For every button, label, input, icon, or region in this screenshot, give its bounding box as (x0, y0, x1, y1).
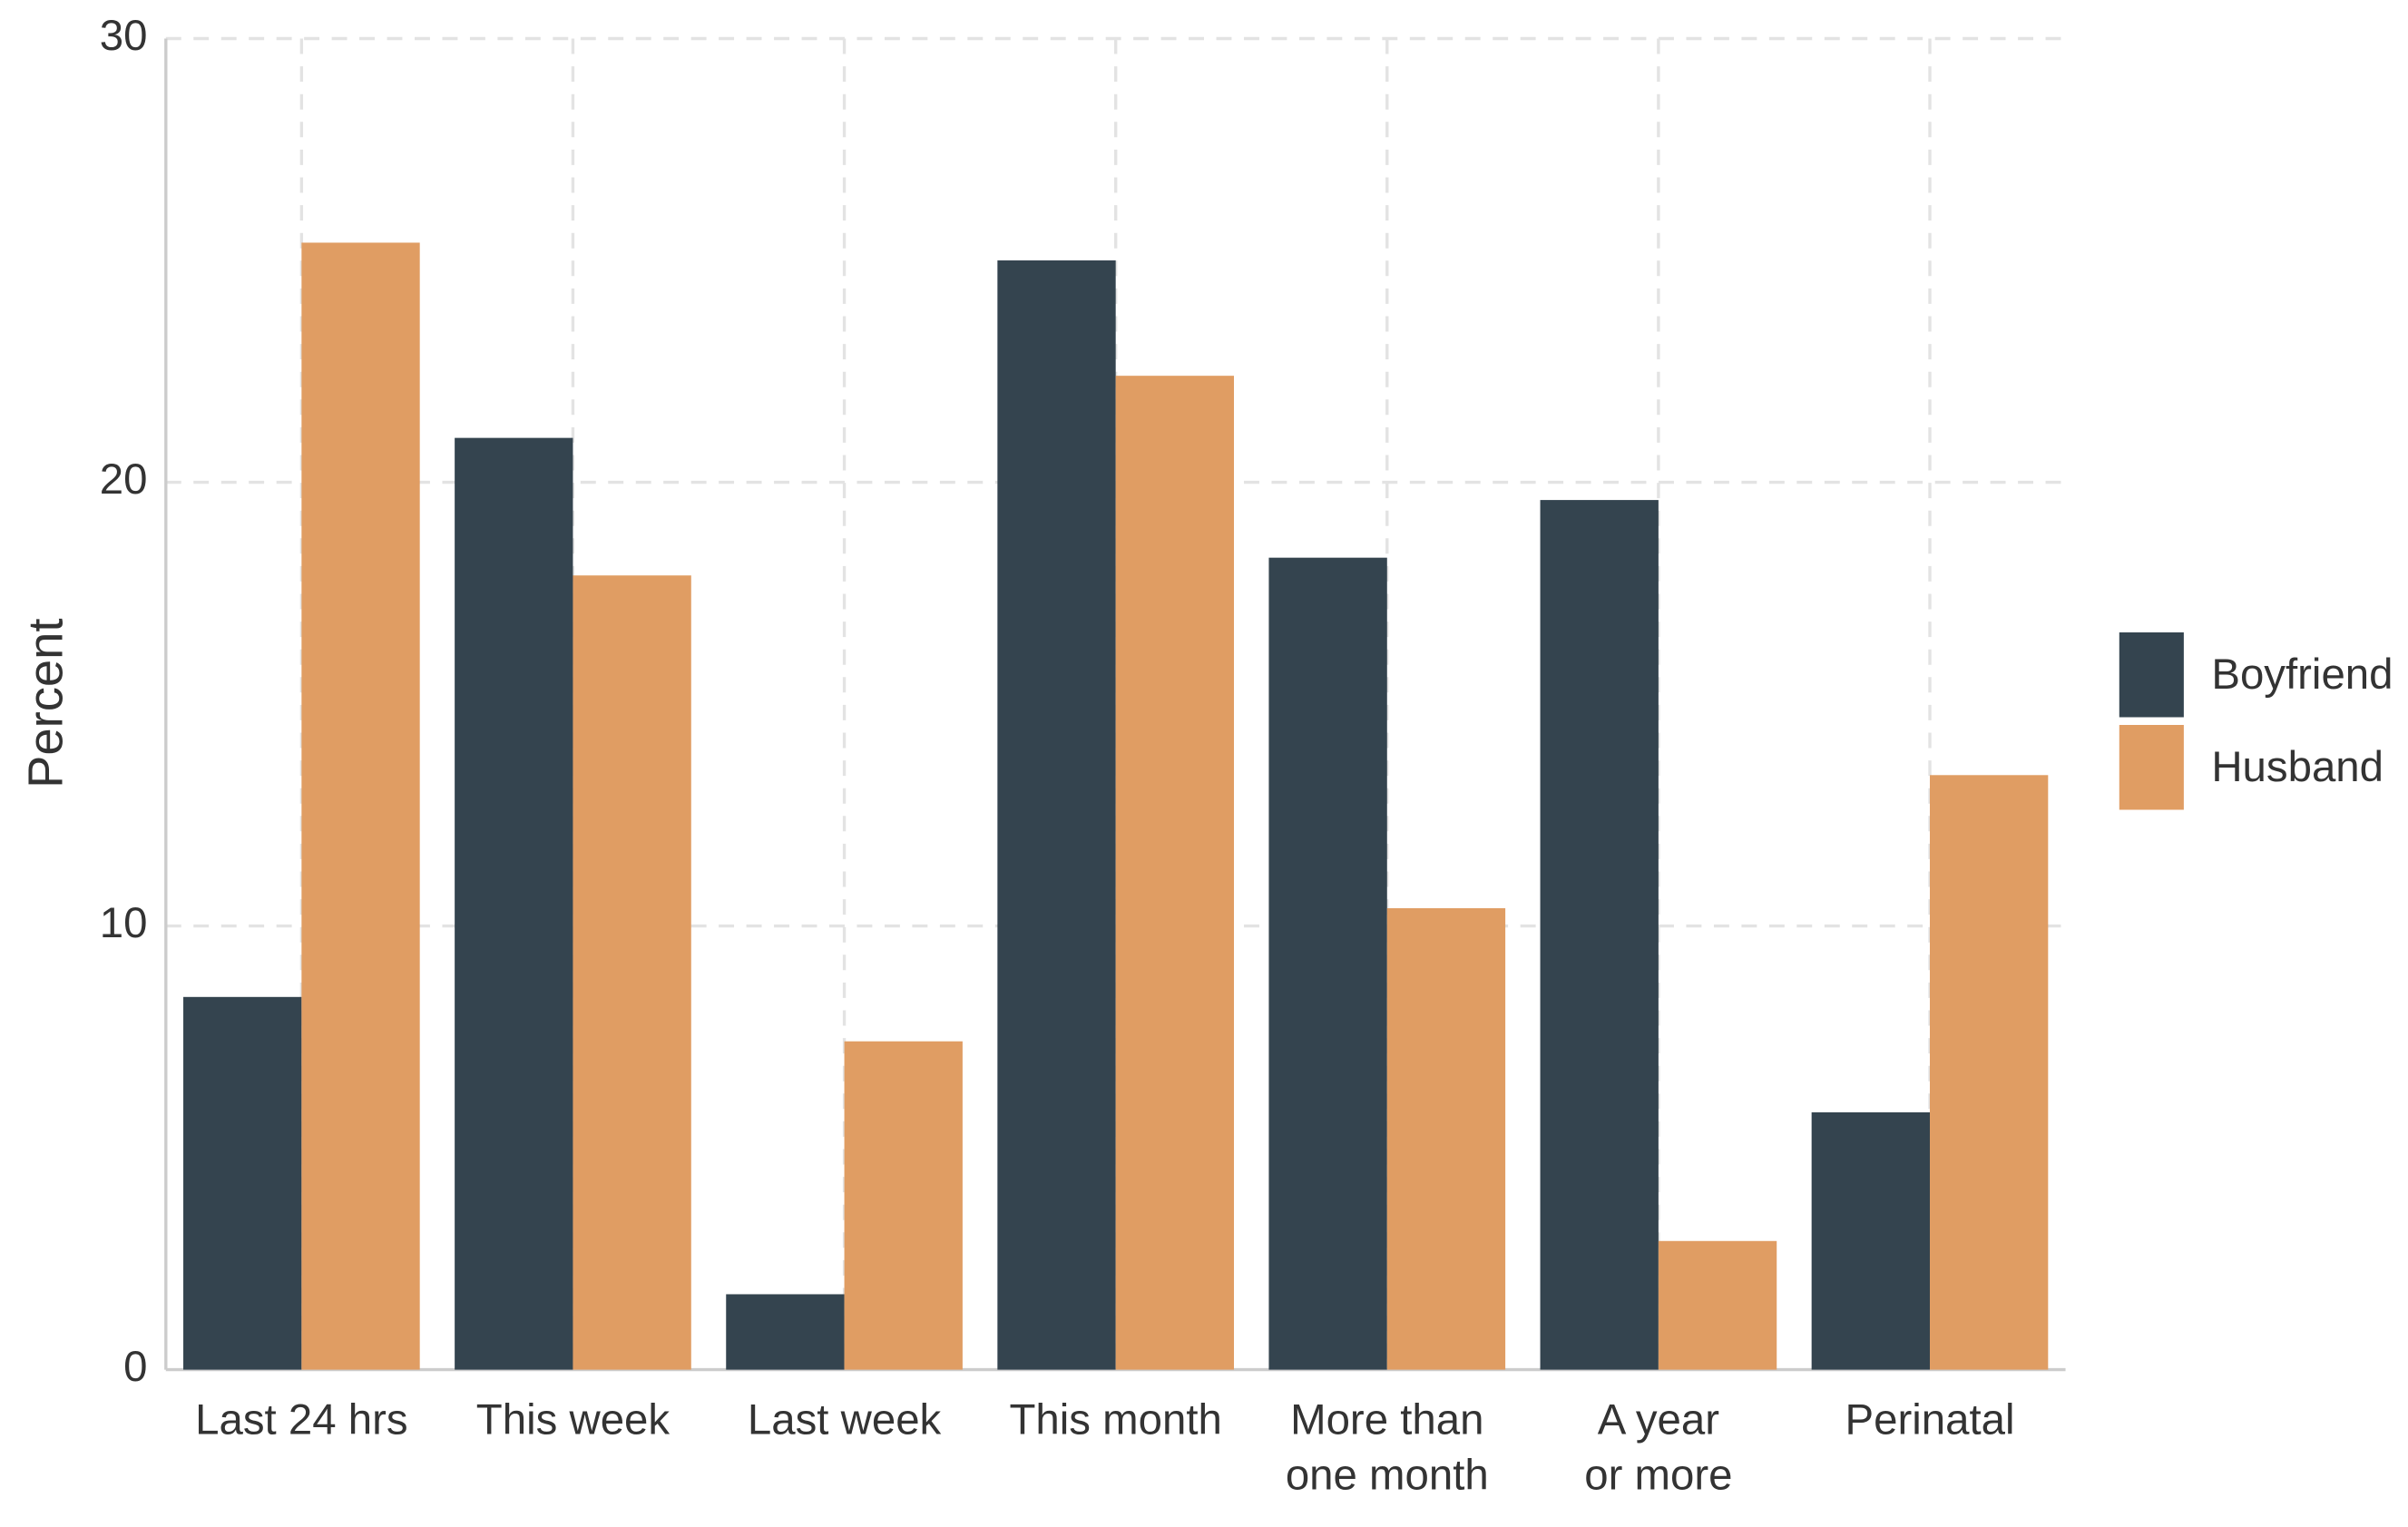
x-tick-label: More than one month (1286, 1395, 1489, 1499)
bar (1540, 500, 1659, 1370)
bar (573, 575, 691, 1370)
bar (1811, 1111, 1930, 1370)
bar (455, 437, 573, 1370)
bar (997, 260, 1116, 1370)
y-tick-label: 10 (100, 899, 148, 947)
bar (1386, 908, 1506, 1370)
bar (301, 242, 420, 1370)
legend-label: Husband (2211, 743, 2384, 791)
x-tick-label: A year or more (1584, 1395, 1732, 1499)
y-tick-label: 20 (100, 455, 148, 504)
bar (1658, 1240, 1777, 1370)
bar (726, 1294, 845, 1370)
bar (1115, 376, 1235, 1370)
y-axis-label: Percent (18, 618, 73, 788)
y-tick-label: 0 (123, 1343, 147, 1391)
legend-swatch (2119, 725, 2184, 810)
y-tick-label: 30 (100, 12, 148, 60)
x-tick-label: Last week (748, 1395, 942, 1444)
bar (844, 1041, 963, 1370)
x-tick-label: This week (476, 1395, 671, 1444)
x-tick-label: Last 24 hrs (195, 1395, 407, 1444)
legend-label: Boyfriend (2211, 651, 2393, 699)
bar (1268, 557, 1387, 1370)
legend-swatch (2119, 632, 2184, 718)
x-tick-label: This month (1009, 1395, 1221, 1444)
bar (183, 996, 302, 1370)
x-tick-label: Perinatal (1845, 1395, 2014, 1444)
bar (1929, 775, 2049, 1370)
